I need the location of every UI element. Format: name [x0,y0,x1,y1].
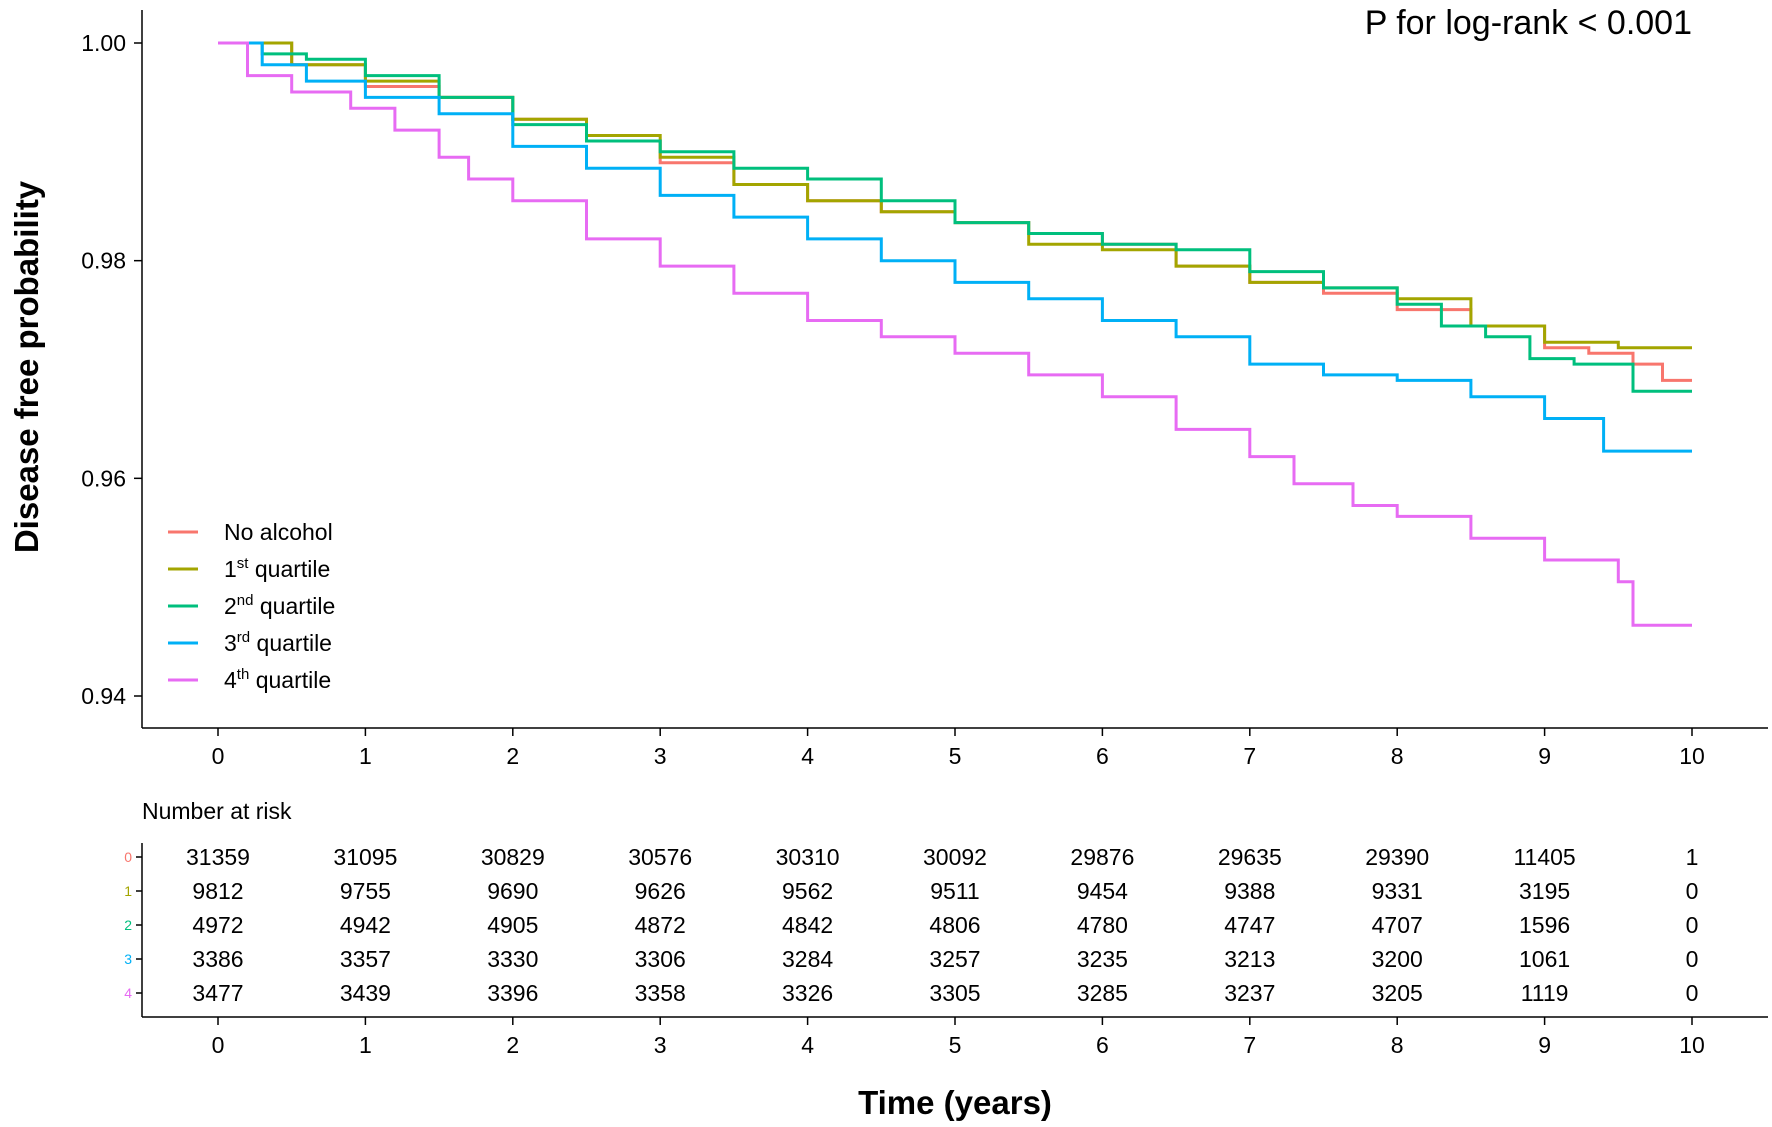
risk-count-cell: 1119 [1521,980,1569,1006]
x-tick-label: 4 [801,743,814,769]
risk-count-cell: 31095 [333,844,397,870]
risk-count-cell: 3306 [635,946,686,972]
risk-x-tick-label: 2 [506,1032,519,1058]
risk-count-cell: 0 [1686,980,1699,1006]
risk-count-cell: 3358 [635,980,686,1006]
x-tick-label: 3 [654,743,667,769]
risk-count-cell: 11405 [1513,844,1575,870]
risk-x-tick-label: 6 [1096,1032,1109,1058]
risk-count-cell: 3439 [340,980,391,1006]
x-tick-label: 10 [1679,743,1705,769]
risk-count-cell: 4942 [340,912,391,938]
y-tick-label: 1.00 [81,30,126,56]
risk-count-cell: 9755 [340,878,391,904]
risk-count-cell: 1596 [1519,912,1570,938]
x-tick-label: 8 [1391,743,1404,769]
risk-count-cell: 29390 [1365,844,1429,870]
risk-count-cell: 9388 [1224,878,1275,904]
risk-count-cell: 3205 [1372,980,1423,1006]
risk-count-cell: 3386 [192,946,243,972]
risk-count-cell: 3235 [1077,946,1128,972]
risk-count-cell: 3326 [782,980,833,1006]
risk-strata-label: 2 [124,917,132,933]
x-tick-label: 7 [1243,743,1256,769]
risk-count-cell: 30576 [628,844,692,870]
risk-count-cell: 4780 [1077,912,1128,938]
risk-count-cell: 9511 [930,878,979,904]
risk-count-cell: 3257 [929,946,980,972]
x-tick-label: 1 [359,743,372,769]
legend-label: 1st quartile [224,555,330,582]
risk-count-cell: 3213 [1224,946,1275,972]
risk-count-cell: 3285 [1077,980,1128,1006]
risk-count-cell: 4842 [782,912,833,938]
risk-count-cell: 1061 [1519,946,1570,972]
x-tick-label: 6 [1096,743,1109,769]
risk-count-cell: 3200 [1372,946,1423,972]
x-tick-label: 9 [1538,743,1551,769]
risk-count-cell: 4872 [635,912,686,938]
risk-x-tick-label: 3 [654,1032,667,1058]
risk-x-tick-label: 1 [359,1032,372,1058]
risk-count-cell: 3305 [929,980,980,1006]
y-tick-label: 0.96 [81,465,126,491]
risk-strata-label: 1 [124,883,132,899]
risk-count-cell: 3195 [1519,878,1570,904]
km-curve-series-3 [218,41,1692,453]
risk-x-tick-label: 0 [212,1032,225,1058]
risk-x-tick-label: 4 [801,1032,814,1058]
risk-x-tick-label: 9 [1538,1032,1551,1058]
x-axis-title: Time (years) [858,1084,1052,1121]
risk-strata-label: 3 [124,951,132,967]
risk-count-cell: 30310 [776,844,840,870]
risk-count-cell: 9626 [635,878,686,904]
risk-count-cell: 4806 [929,912,980,938]
risk-strata-label: 0 [124,849,132,865]
risk-count-cell: 3237 [1224,980,1275,1006]
risk-table-title: Number at risk [142,798,292,824]
risk-count-cell: 0 [1686,912,1699,938]
risk-count-cell: 3284 [782,946,833,972]
risk-count-cell: 4905 [487,912,538,938]
risk-count-cell: 9690 [487,878,538,904]
p-value-annotation: P for log-rank < 0.001 [1365,4,1692,42]
x-tick-label: 0 [212,743,225,769]
risk-count-cell: 3330 [487,946,538,972]
km-curve-series-4 [218,41,1692,627]
risk-count-cell: 4747 [1224,912,1275,938]
legend-label: 2nd quartile [224,592,335,619]
risk-count-cell: 9454 [1077,878,1128,904]
risk-x-tick-label: 8 [1391,1032,1404,1058]
y-tick-label: 0.94 [81,683,126,709]
risk-count-cell: 3396 [487,980,538,1006]
risk-count-cell: 4972 [192,912,243,938]
legend-label: 3rd quartile [224,629,332,656]
risk-count-cell: 4707 [1372,912,1423,938]
legend-label: No alcohol [224,519,333,545]
risk-count-cell: 30092 [923,844,987,870]
risk-count-cell: 29876 [1070,844,1134,870]
y-axis-title: Disease free probability [8,180,45,553]
risk-count-cell: 3357 [340,946,391,972]
x-tick-label: 5 [949,743,962,769]
risk-x-tick-label: 10 [1679,1032,1705,1058]
risk-count-cell: 31359 [186,844,250,870]
risk-strata-label: 4 [124,985,132,1001]
risk-count-cell: 3477 [192,980,243,1006]
km-curve-series-2 [218,41,1692,393]
risk-count-cell: 1 [1686,844,1699,870]
risk-x-tick-label: 5 [949,1032,962,1058]
risk-count-cell: 30829 [481,844,545,870]
y-tick-label: 0.98 [81,248,126,274]
risk-x-tick-label: 7 [1243,1032,1256,1058]
x-tick-label: 2 [506,743,519,769]
risk-count-cell: 9562 [782,878,833,904]
risk-count-cell: 0 [1686,878,1699,904]
legend-label: 4th quartile [224,666,331,693]
risk-count-cell: 9812 [192,878,243,904]
risk-count-cell: 0 [1686,946,1699,972]
risk-count-cell: 9331 [1372,878,1423,904]
risk-count-cell: 29635 [1218,844,1282,870]
